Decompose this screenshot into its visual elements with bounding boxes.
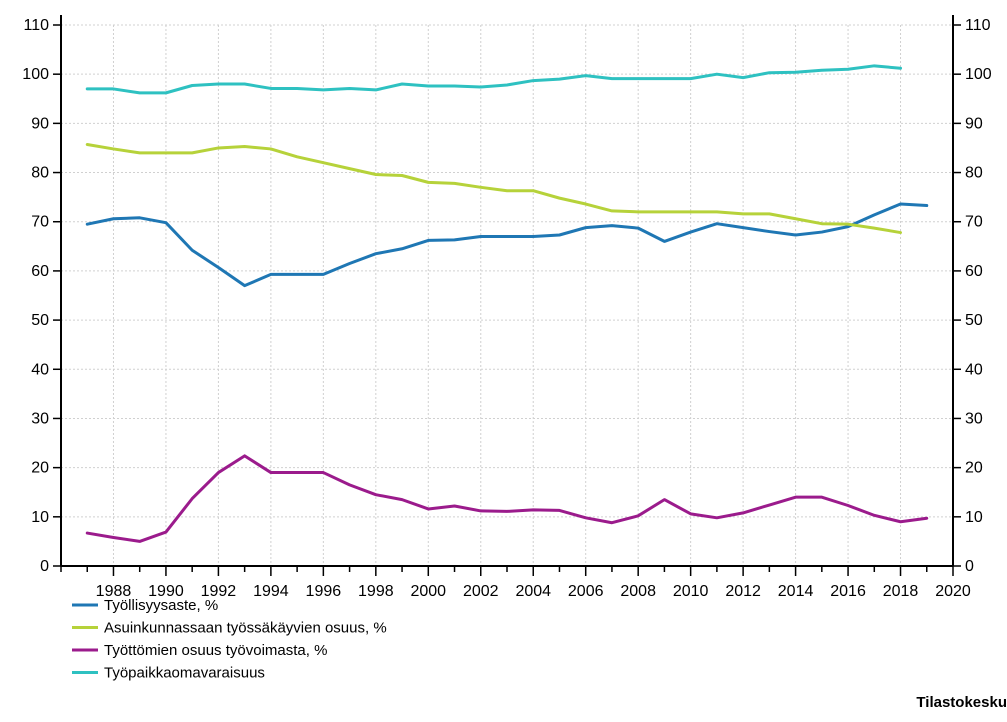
right-y-tick-label: 30 [965, 410, 983, 427]
series-layer [85, 64, 929, 543]
x-tick-label: 2018 [883, 583, 919, 600]
legend-label-4: Työpaikkaomavaraisuus [104, 665, 265, 682]
left-y-tick-label: 90 [31, 115, 49, 132]
right-y-tick-label: 40 [965, 361, 983, 378]
x-tick-label: 2000 [410, 583, 446, 600]
right-y-tick-label: 100 [965, 66, 992, 83]
x-tick-label: 1990 [148, 583, 184, 600]
left-y-tick-label: 80 [31, 165, 49, 182]
series-line-3 [85, 454, 929, 543]
x-tick-label: 2008 [620, 583, 656, 600]
x-tick-label: 2002 [463, 583, 499, 600]
x-tick-label: 2006 [568, 583, 604, 600]
x-tick-label: 2010 [673, 583, 709, 600]
series-line-2 [85, 143, 903, 235]
source-label: Tilastokesku [916, 694, 1007, 711]
series-line-4 [85, 64, 903, 95]
right-y-tick-label: 110 [965, 17, 991, 34]
legend-label-2: Asuinkunnassaan työssäkäyvien osuus, % [104, 620, 387, 637]
right-y-tick-label: 60 [965, 263, 983, 280]
legend-label-1: Työllisyysaste, % [104, 597, 218, 614]
right-y-tick-label: 50 [965, 312, 983, 329]
right-y-tick-label: 0 [965, 558, 974, 575]
left-y-tick-label: 60 [31, 263, 49, 280]
left-y-tick-label: 30 [31, 410, 49, 427]
x-tick-label: 2016 [830, 583, 866, 600]
left-y-tick-label: 10 [31, 509, 49, 526]
left-y-tick-label: 100 [22, 66, 49, 83]
axis-layer: 1988 1990 1992 1994 1996 1998 2000 2002 2004 2006… [22, 15, 992, 600]
right-y-tick-label: 80 [965, 165, 983, 182]
x-tick-label: 2020 [935, 583, 971, 600]
right-y-tick-label: 20 [965, 460, 983, 477]
left-y-tick-label: 0 [40, 558, 49, 575]
right-y-tick-label: 10 [965, 509, 983, 526]
x-tick-label: 1998 [358, 583, 394, 600]
legend: Työllisyysaste, % Asuinkunnassaan työssäk… [72, 597, 387, 682]
legend-label-3: Työttömien osuus työvoimasta, % [104, 642, 327, 659]
x-tick-label: 2012 [725, 583, 761, 600]
left-y-tick-label: 110 [23, 17, 49, 34]
left-y-tick-label: 50 [31, 312, 49, 329]
right-y-tick-label: 70 [965, 214, 983, 231]
right-y-tick-label: 90 [965, 115, 983, 132]
left-y-tick-label: 40 [31, 361, 49, 378]
left-y-tick-label: 20 [31, 460, 49, 477]
x-tick-label: 1988 [96, 583, 132, 600]
x-tick-label: 1996 [306, 583, 342, 600]
series-line-1 [85, 202, 929, 288]
x-tick-label: 2004 [515, 583, 551, 600]
x-tick-label: 1992 [201, 583, 237, 600]
left-y-tick-label: 70 [31, 214, 49, 231]
x-tick-label: 2014 [778, 583, 814, 600]
x-tick-label: 1994 [253, 583, 289, 600]
